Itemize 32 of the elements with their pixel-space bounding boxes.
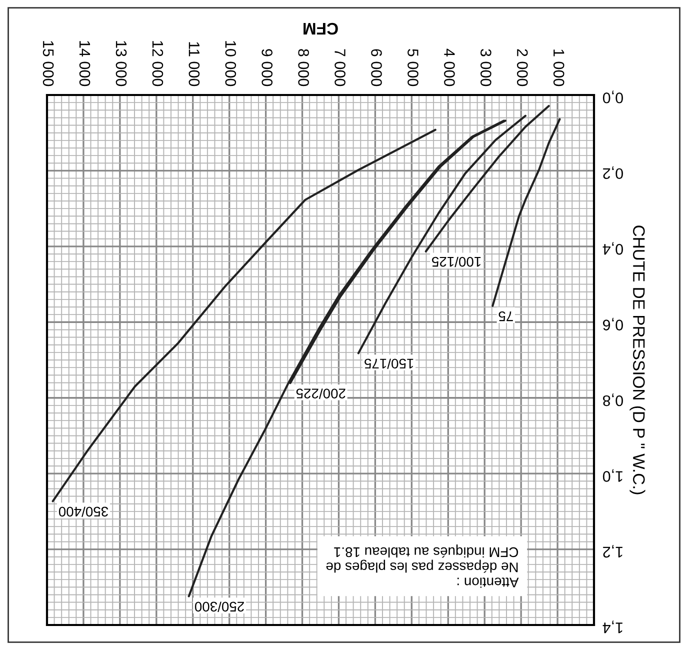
series-label: 100/125	[432, 256, 481, 268]
series-label: 350/400	[58, 506, 108, 517]
y-tick-label: 1,0	[602, 469, 622, 482]
x-tick-label: 2 000	[516, 49, 528, 86]
x-tick-label: 5 000	[408, 49, 418, 86]
y-tick-label: 0,8	[602, 394, 623, 406]
x-tick-label: 14 000	[79, 41, 90, 86]
x-tick-label: 7 000	[334, 49, 346, 86]
x-tick-label: 1 000	[553, 50, 564, 86]
series-label: 150/175	[364, 358, 414, 369]
y-tick-label: 1,4	[602, 620, 622, 634]
annotation: Attention : Ne dépassez pas les plages de CFM indiqués au tableau 18.1	[326, 544, 519, 588]
series-label: 200/225	[296, 388, 346, 399]
y-tick-label: 0,6	[603, 318, 623, 330]
x-tick-label: 15 000	[42, 41, 54, 86]
y-axis-title: CHUTE DE PRESSION (D P " W.C.)	[630, 226, 646, 494]
x-tick-label: 3 000	[480, 49, 492, 86]
x-tick-label: 8 000	[298, 49, 309, 86]
x-axis-title: CFM	[304, 22, 338, 35]
series-label: 75	[498, 311, 513, 322]
x-tick-label: 10 000	[225, 41, 236, 86]
x-tick-label: 4 000	[444, 48, 455, 86]
x-tick-label: 11 000	[188, 42, 200, 86]
y-tick-label: 0,4	[602, 242, 623, 255]
x-tick-label: 6 000	[371, 49, 382, 86]
x-tick-label: 9 000	[262, 49, 273, 86]
x-tick-label: 12 000	[152, 41, 164, 86]
y-tick-label: 0,2	[603, 166, 623, 180]
series-label: 250/300	[194, 602, 244, 612]
x-tick-label: 13 000	[116, 41, 127, 86]
y-tick-label: 0,0	[602, 90, 623, 104]
y-tick-label: 1,2	[603, 544, 622, 558]
